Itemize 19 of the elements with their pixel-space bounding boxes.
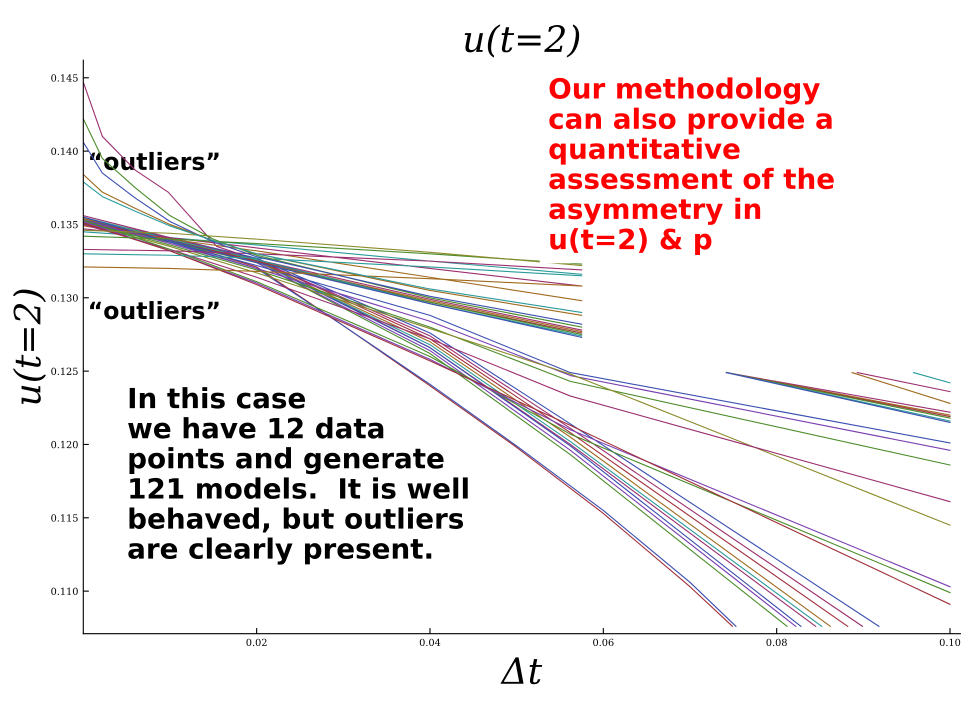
y-tick-label: 0.110 [51, 588, 78, 595]
y-tick-label: 0.130 [51, 294, 78, 302]
x-tick-label: 0.02 [246, 638, 267, 646]
y-tick-label: 0.120 [51, 440, 78, 448]
y-tick-label: 0.145 [51, 74, 78, 82]
annotation: In this case we have 12 data points and generate 121 models. It is well behaved, but outliers are clearly present. [128, 387, 468, 565]
x-tick-label: 0.06 [593, 638, 614, 646]
annotation: Our methodology can also provide a quantitative assessment of the asymmetry in u(t=2) & p [549, 77, 834, 255]
x-tick-label: 0.04 [420, 638, 440, 646]
x-axis-title: Δt [500, 657, 542, 684]
y-tick-label: 0.140 [51, 148, 78, 155]
chart-title: u(t=2) [464, 24, 580, 58]
x-tick-label: 0.10 [940, 638, 960, 646]
y-tick-label: 0.115 [51, 514, 78, 522]
y-tick-label: 0.135 [51, 220, 78, 228]
y-axis-title: u(t=2) [12, 290, 46, 404]
annotation: “outliers” [90, 301, 219, 320]
x-tick-label: 0.08 [766, 638, 787, 646]
y-tick-label: 0.125 [51, 368, 78, 375]
